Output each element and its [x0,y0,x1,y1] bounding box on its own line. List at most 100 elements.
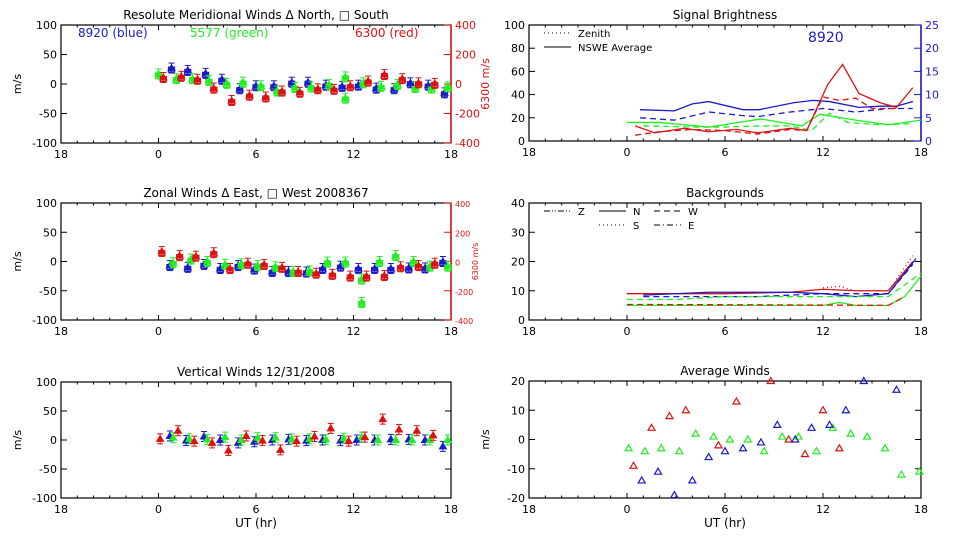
chart-title: Average Winds [680,364,770,378]
y-tick-label: 60 [511,65,525,78]
y-tick-label: 20 [511,112,525,125]
data-point [227,95,236,107]
data-point [653,466,663,475]
data-point [391,434,401,446]
data-point [637,475,647,484]
x-tick-label: 18 [444,503,458,516]
right-axis-label: 6300 m/s [479,58,492,110]
x-tick-label: 18 [522,503,536,516]
data-point [834,443,844,452]
y-tick-label: 10 [511,404,525,417]
x-tick-label: 18 [522,325,536,338]
right-y-tick-label: 200 [455,229,470,238]
x-tick-label: 18 [54,503,68,516]
data-point [295,86,305,98]
data-point [261,91,271,103]
y-tick-label: 80 [511,42,525,55]
data-point [370,263,379,275]
panel-1: Resolute Meridional Winds Δ North, □ Sou… [11,8,492,161]
y-tick-label: 0 [50,256,57,269]
panel-6: Average Winds 18 0 6 12 18 20 10 0 -10 -20 m/s UT (h… [479,364,928,530]
data-point [157,246,167,258]
data-point [258,435,267,447]
x-tick-label: 6 [722,146,729,159]
x-tick-label: 18 [522,146,536,159]
data-point [628,461,639,469]
y-tick-label: 30 [511,226,525,239]
series-line [626,296,905,307]
x-tick-label: 0 [624,503,631,516]
data-point [880,443,890,452]
data-point [344,435,353,447]
plot-frame [60,202,452,321]
data-point [175,250,184,262]
data-point [425,434,435,446]
data-point [784,434,794,443]
plot-frame [528,380,922,499]
right-y-tick-label: -400 [455,137,480,150]
data-point [345,270,355,282]
y-axis-label: m/s [11,251,24,271]
data-point [914,466,924,475]
right-y-tick-label: -200 [455,288,473,297]
x-tick-label: 0 [155,503,162,516]
y-axis-label: m/s [11,430,24,450]
plot-frame [528,202,922,321]
right-y-tick-label: 25 [925,19,939,32]
data-point [293,265,303,277]
y-tick-label: 40 [511,197,525,210]
right-y-tick-label: -400 [455,317,473,326]
data-point [624,443,634,452]
series-line [627,261,914,295]
data-point [414,77,423,89]
annotation-label: 8920 [808,30,844,46]
x-tick-label: 12 [347,503,361,516]
y-tick-label: 100 [36,376,57,389]
right-y-tick-label: 5 [925,112,932,125]
data-point [225,263,235,275]
series-layer [627,63,922,136]
x-tick-label: 6 [253,325,260,338]
data-point [220,431,230,443]
data-point [305,265,314,277]
data-point [687,475,697,484]
data-point [396,261,405,273]
data-point [345,80,355,92]
data-point [341,256,350,268]
data-point [386,263,396,275]
data-point [259,258,269,270]
y-tick-label: 20 [511,375,525,388]
data-point [341,92,350,104]
data-point [731,396,741,405]
data-point [277,261,287,273]
y-tick-label: -10 [507,463,525,476]
data-point [183,64,193,76]
y-tick-label: -50 [39,285,57,298]
right-y-tick-label: -200 [455,108,480,121]
right-y-tick-label: 400 [455,19,476,32]
data-point [824,420,835,428]
legend-label: Zenith [578,29,610,40]
data-point [159,72,168,84]
x-tick-label: 18 [54,148,68,161]
y-tick-label: 100 [504,19,525,32]
y-tick-label: 0 [518,135,525,148]
x-tick-label: 12 [347,325,361,338]
x-tick-label: 18 [914,503,928,516]
data-point [376,80,386,92]
chart-title: Vertical Winds 12/31/2008 [177,365,335,379]
data-point [386,433,396,445]
data-point [404,262,414,274]
data-point [790,434,800,443]
data-point [640,446,650,455]
legend-label: W [688,207,698,218]
data-point [238,76,248,88]
legend-label: S [633,221,639,232]
right-y-tick-label: 200 [455,49,476,62]
data-point [339,432,349,444]
data-point [646,423,657,431]
annotation-label: 5577 (green) [190,26,268,40]
data-point [811,446,822,455]
data-point [430,77,440,89]
